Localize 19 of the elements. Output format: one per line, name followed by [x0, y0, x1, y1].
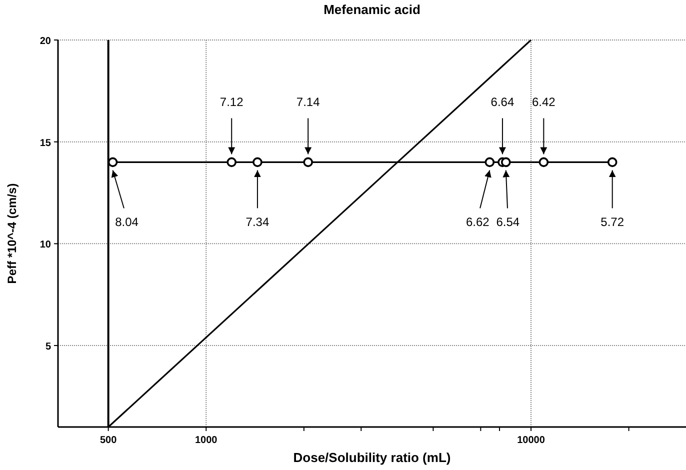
annotation: 7.34	[246, 215, 270, 230]
y-tick-label: 10	[40, 240, 52, 251]
annotation: 7.12	[220, 95, 244, 110]
annotation: 7.14	[296, 95, 320, 110]
y-tick-label: 5	[45, 342, 52, 353]
annotation: 5.72	[600, 215, 624, 230]
x-tick-label: 10000	[517, 435, 546, 446]
y-tick-label: 20	[40, 36, 52, 47]
x-tick-label: 500	[100, 435, 118, 446]
x-tick-label: 1000	[194, 435, 218, 446]
y-axis-title: Peff *10^-4 (cm/s)	[5, 183, 19, 284]
chart-title: Mefenamic acid	[324, 2, 420, 17]
x-axis-title: Dose/Solubility ratio (mL)	[293, 450, 451, 465]
annotation: 6.62	[466, 215, 490, 230]
annotation: 6.54	[496, 215, 520, 230]
annotation: 6.42	[532, 95, 556, 110]
annotation: 8.04	[115, 215, 139, 230]
y-tick-label: 15	[40, 138, 52, 149]
annotation: 6.64	[490, 95, 514, 110]
